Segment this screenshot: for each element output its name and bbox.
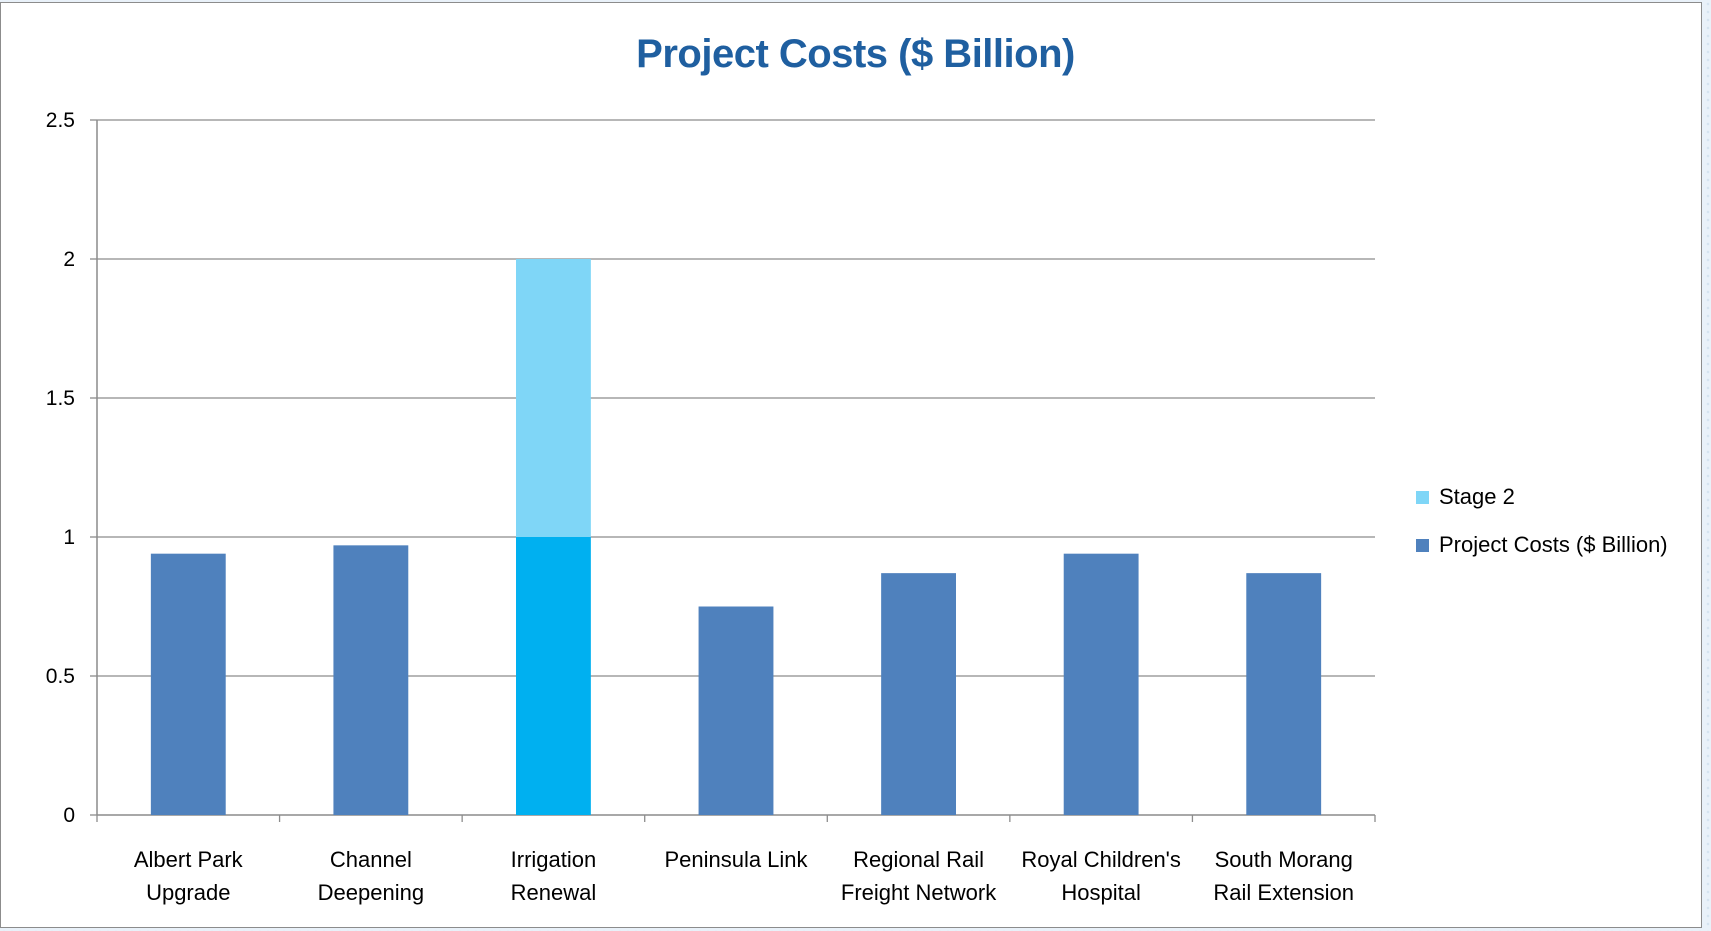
legend-item-stage-2: Stage 2 [1416,473,1668,521]
bar [698,606,774,815]
legend-swatch [1416,490,1429,504]
x-tick-label: Peninsula Link [664,847,808,872]
bar [1246,573,1322,815]
x-tick-label: Royal Children's [1021,847,1181,872]
x-tick-label: Albert Park [134,847,244,872]
y-tick-label: 1.5 [46,387,75,410]
x-tick-label: Hospital [1061,880,1140,905]
bar [516,537,591,815]
x-tick-label: Freight Network [841,880,997,905]
bar [1063,553,1139,815]
legend-label: Project Costs ($ Billion) [1439,532,1668,557]
x-tick-label: Upgrade [146,880,230,905]
x-tick-label: South Morang [1215,847,1353,872]
x-tick-label: Irrigation [511,847,597,872]
chart-title: Project Costs ($ Billion) [636,32,1075,76]
x-tick-label: Renewal [511,880,597,905]
legend-label: Stage 2 [1439,484,1515,509]
bar [881,573,956,815]
x-tick-label: Channel [330,847,412,872]
x-tick-label: Rail Extension [1213,880,1354,905]
bar [516,259,591,537]
y-tick-label: 0.5 [46,665,75,688]
legend-swatch [1416,538,1429,552]
bar [333,545,409,815]
y-tick-label: 0 [63,804,75,827]
legend-item-project-costs: Project Costs ($ Billion) [1416,521,1668,569]
y-tick-label: 1 [63,526,75,549]
y-tick-label: 2 [63,248,75,271]
x-tick-label: Regional Rail [853,847,984,872]
bar [150,553,226,815]
chart-legend: Stage 2 Project Costs ($ Billion) [1416,473,1668,569]
y-tick-label: 2.5 [46,109,75,132]
x-tick-label: Deepening [318,880,424,905]
